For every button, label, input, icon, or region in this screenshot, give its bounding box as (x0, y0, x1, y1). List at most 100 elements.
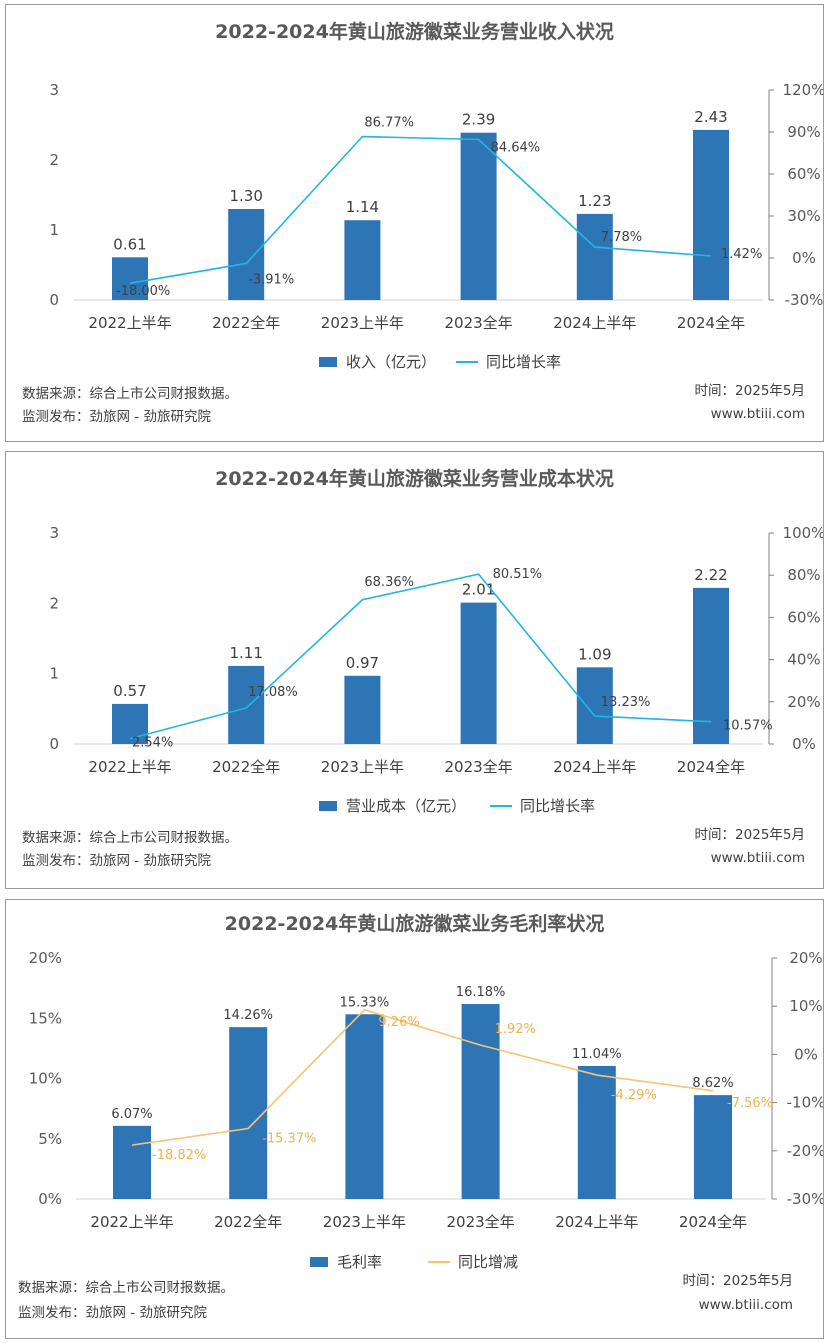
bar-value-label: 8.62% (692, 1076, 733, 1091)
right-axis-tick-label: 0% (792, 249, 816, 267)
bar (112, 257, 148, 300)
category-label: 2024上半年 (553, 314, 636, 332)
right-axis-tick-label: 20% (789, 949, 822, 967)
publisher-note: 监测发布：劲旅网 - 劲旅研究院 (22, 409, 211, 425)
source-note: 数据来源：综合上市公司财报数据。 (18, 1279, 234, 1296)
line-value-label: -18.00% (116, 284, 170, 299)
right-axis-tick-label: 0% (794, 1045, 818, 1063)
line-value-label: 7.78% (601, 230, 642, 245)
right-axis-tick-label: 40% (787, 651, 820, 669)
category-label: 2024全年 (677, 758, 745, 776)
publisher-note: 监测发布：劲旅网 - 劲旅研究院 (22, 853, 211, 869)
revenue-chart-panel: 2022-2024年黄山旅游徽菜业务营业收入状况 0 1 2 3 -30% 0% 30% 60%… (5, 4, 824, 442)
right-axis-tick-label: 60% (787, 165, 820, 183)
line-value-label: -18.82% (152, 1148, 206, 1163)
left-axis-tick-label: 2 (49, 594, 59, 612)
bar-value-label: 1.30 (229, 187, 262, 205)
right-axis-tick-label: 0% (792, 735, 816, 753)
bar (344, 220, 381, 300)
chart-title: 2022-2024年黄山旅游徽菜业务营业收入状况 (215, 20, 614, 43)
bar-value-label: 16.18% (456, 985, 506, 1000)
line-value-label: -15.37% (262, 1131, 316, 1146)
series-line (129, 573, 712, 740)
right-axis-tick-label: 120% (783, 81, 823, 99)
left-axis-tick-label: 0 (49, 291, 59, 309)
right-axis-tick-label: -30% (785, 291, 823, 309)
cost-chart-panel: 2022-2024年黄山旅游徽菜业务营业成本状况 0 1 2 3 0% 20% 40% 60% 8… (5, 451, 824, 889)
category-label: 2023全年 (445, 758, 513, 776)
bar (228, 209, 265, 300)
right-axis-tick-label: 10% (789, 997, 822, 1015)
right-axis-tick-label: 100% (783, 524, 823, 542)
right-axis-tick-label: -10% (787, 1094, 823, 1112)
legend-line-label: 同比增减 (458, 1253, 518, 1271)
category-label: 2024全年 (677, 314, 745, 332)
line-value-label: 2.54% (132, 736, 173, 751)
bar (460, 132, 497, 300)
category-label: 2024上半年 (553, 758, 636, 776)
bar-value-label: 1.11 (229, 644, 262, 662)
legend-bar-swatch (319, 357, 337, 367)
publisher-note: 监测发布：劲旅网 - 劲旅研究院 (18, 1305, 207, 1321)
line-value-label: -3.91% (248, 272, 294, 287)
category-label: 2022全年 (214, 1213, 282, 1231)
left-axis-tick-label: 0 (49, 735, 59, 753)
bar (576, 213, 613, 300)
site-note: www.btiii.com (711, 850, 805, 866)
line-value-label: 17.08% (248, 685, 298, 700)
bar-value-label: 0.57 (113, 682, 146, 700)
line-value-label: 10.57% (723, 719, 773, 734)
legend-bar-swatch (319, 801, 337, 811)
bar (460, 602, 497, 744)
legend-line-label: 同比增长率 (520, 797, 595, 815)
left-axis-tick-label: 2 (49, 151, 59, 169)
category-label: 2023上半年 (321, 314, 404, 332)
line-value-label: 84.64% (491, 141, 541, 156)
source-note: 数据来源：综合上市公司财报数据。 (22, 385, 238, 402)
left-axis-tick-label: 0% (38, 1190, 62, 1208)
bar-value-label: 0.97 (346, 654, 379, 672)
chart-title: 2022-2024年黄山旅游徽菜业务毛利率状况 (225, 912, 605, 935)
time-note: 时间：2025年5月 (695, 827, 805, 843)
category-label: 2023全年 (447, 1213, 515, 1231)
legend-line-label: 同比增长率 (486, 353, 561, 371)
margin-chart: 2022-2024年黄山旅游徽菜业务毛利率状况 0% 5% 10% 15% 20% -30%… (18, 912, 823, 1321)
legend-bar-label: 毛利率 (337, 1253, 382, 1271)
category-label: 2023上半年 (323, 1213, 406, 1231)
category-label: 2023全年 (445, 314, 513, 332)
bar (113, 1125, 151, 1199)
cost-chart: 2022-2024年黄山旅游徽菜业务营业成本状况 0 1 2 3 0% 20% 40% 60% 8… (22, 467, 823, 869)
right-axis-tick-label: -30% (787, 1190, 823, 1208)
source-note: 数据来源：综合上市公司财报数据。 (22, 829, 238, 846)
category-label: 2022上半年 (88, 758, 171, 776)
bar-value-label: 14.26% (223, 1008, 273, 1023)
line-value-label: 9.26% (378, 1015, 419, 1030)
bar-value-label: 2.43 (694, 108, 727, 126)
category-label: 2024全年 (679, 1213, 747, 1231)
legend-bar-label: 收入（亿元） (346, 353, 436, 371)
category-label: 2023上半年 (321, 758, 404, 776)
bar (344, 675, 381, 744)
left-axis-tick-label: 1 (49, 665, 59, 683)
chart-title: 2022-2024年黄山旅游徽菜业务营业成本状况 (215, 467, 614, 490)
line-value-label: -4.29% (611, 1088, 657, 1103)
right-axis-tick-label: 90% (787, 123, 820, 141)
bar-value-label: 1.09 (578, 645, 611, 663)
bar (693, 587, 729, 744)
category-label: 2022全年 (212, 314, 280, 332)
bar (693, 129, 729, 300)
left-axis-tick-label: 5% (38, 1130, 62, 1148)
line-value-label: 68.36% (364, 575, 414, 590)
category-label: 2022上半年 (88, 314, 171, 332)
bar (112, 703, 148, 744)
left-axis-tick-label: 20% (29, 949, 62, 967)
series-line (129, 135, 712, 284)
site-note: www.btiii.com (711, 406, 805, 422)
line-value-label: 13.23% (601, 695, 651, 710)
right-axis-tick-label: 30% (787, 207, 820, 225)
bar (228, 665, 265, 744)
bar-value-label: 1.14 (346, 198, 379, 216)
bar-value-label: 2.22 (694, 566, 727, 584)
bar (229, 1027, 268, 1199)
line-value-label: 1.42% (721, 247, 762, 262)
